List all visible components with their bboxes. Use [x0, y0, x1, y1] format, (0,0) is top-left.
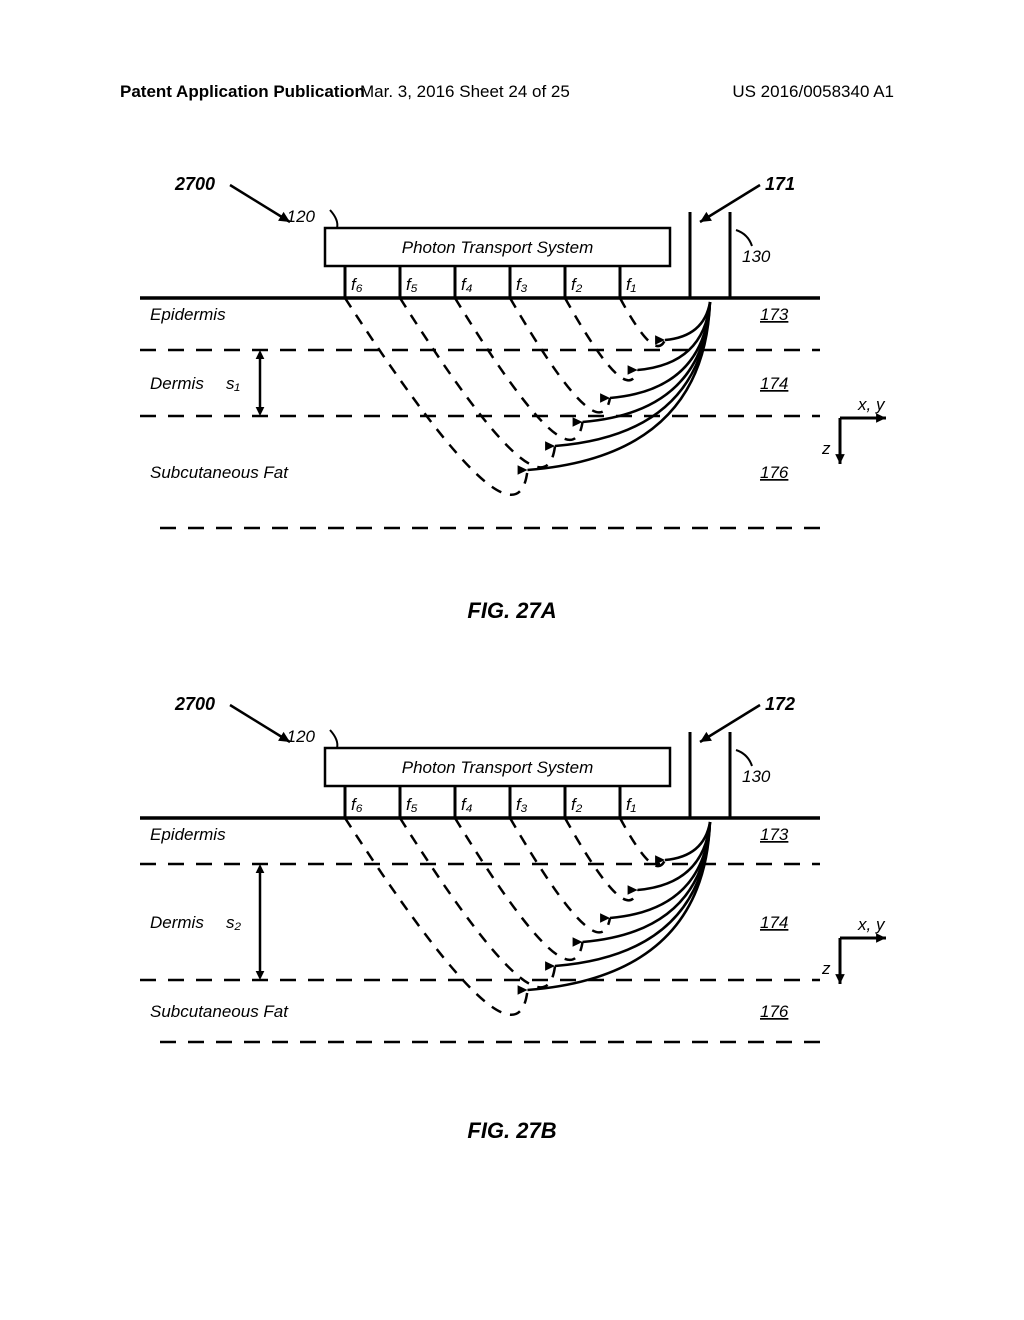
svg-text:f₁: f₁ — [626, 275, 636, 294]
svg-text:176: 176 — [760, 1002, 789, 1021]
svg-text:f₅: f₅ — [406, 795, 418, 814]
svg-text:130: 130 — [742, 247, 771, 266]
svg-text:Dermis: Dermis — [150, 374, 204, 393]
svg-text:174: 174 — [760, 913, 788, 932]
svg-text:f₃: f₃ — [516, 795, 528, 814]
svg-text:173: 173 — [760, 825, 789, 844]
svg-text:f₆: f₆ — [351, 275, 363, 294]
svg-text:z: z — [821, 959, 831, 978]
svg-text:Photon Transport System: Photon Transport System — [402, 758, 594, 777]
svg-text:Epidermis: Epidermis — [150, 825, 226, 844]
svg-text:Subcutaneous Fat: Subcutaneous Fat — [150, 463, 289, 482]
svg-text:s₂: s₂ — [226, 913, 242, 932]
svg-text:x, y: x, y — [857, 395, 886, 414]
svg-text:f₆: f₆ — [351, 795, 363, 814]
svg-text:120: 120 — [287, 207, 316, 226]
svg-text:f₂: f₂ — [571, 275, 583, 294]
svg-text:f₅: f₅ — [406, 275, 418, 294]
figure-27a-caption: FIG. 27A — [120, 598, 904, 624]
figure-27b-caption: FIG. 27B — [120, 1118, 904, 1144]
header-left: Patent Application Publication — [120, 82, 365, 102]
header-center: Mar. 3, 2016 Sheet 24 of 25 — [360, 82, 570, 102]
figure-27a: 2700 171 Photon Transport System 120 130 f₆ f₅… — [120, 170, 904, 610]
svg-text:173: 173 — [760, 305, 789, 324]
header-right: US 2016/0058340 A1 — [732, 82, 894, 102]
page-header: Patent Application Publication Mar. 3, 2… — [0, 82, 1024, 102]
svg-text:Epidermis: Epidermis — [150, 305, 226, 324]
svg-text:2700: 2700 — [174, 174, 215, 194]
svg-text:f₁: f₁ — [626, 795, 636, 814]
svg-text:171: 171 — [765, 174, 795, 194]
svg-text:172: 172 — [765, 694, 795, 714]
svg-text:120: 120 — [287, 727, 316, 746]
svg-text:Dermis: Dermis — [150, 913, 204, 932]
svg-text:z: z — [821, 439, 831, 458]
svg-text:f₄: f₄ — [461, 275, 473, 294]
svg-text:f₄: f₄ — [461, 795, 473, 814]
svg-text:130: 130 — [742, 767, 771, 786]
svg-text:2700: 2700 — [174, 694, 215, 714]
figure-27b-svg: 2700 172 Photon Transport System 120 130 f₆ f₅… — [120, 690, 904, 1110]
svg-text:x, y: x, y — [857, 915, 886, 934]
svg-text:176: 176 — [760, 463, 789, 482]
figure-27b: 2700 172 Photon Transport System 120 130 f₆ f₅… — [120, 690, 904, 1130]
figure-27a-svg: 2700 171 Photon Transport System 120 130 f₆ f₅… — [120, 170, 904, 590]
svg-text:Photon Transport System: Photon Transport System — [402, 238, 594, 257]
svg-text:174: 174 — [760, 374, 788, 393]
svg-text:f₃: f₃ — [516, 275, 528, 294]
svg-text:f₂: f₂ — [571, 795, 583, 814]
svg-text:Subcutaneous Fat: Subcutaneous Fat — [150, 1002, 289, 1021]
svg-text:s₁: s₁ — [226, 374, 240, 393]
